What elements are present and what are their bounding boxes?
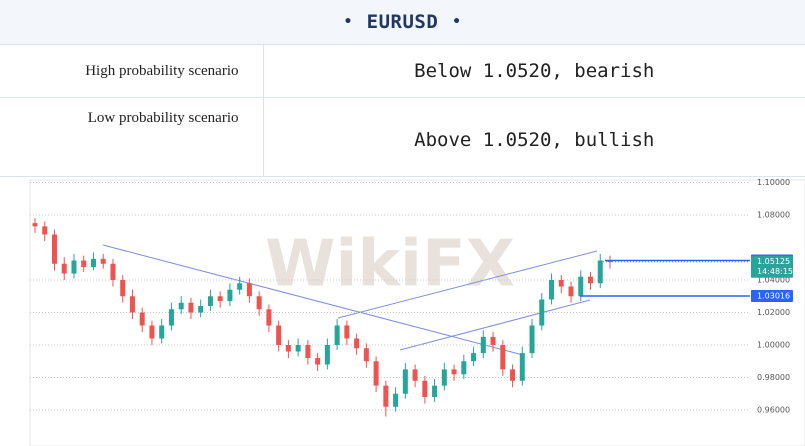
candle-body — [129, 296, 135, 313]
candle-body — [246, 283, 252, 297]
scenario-value: Below 1.0520, bearish — [263, 45, 805, 98]
candle-body — [168, 309, 174, 326]
scenario-label: High probability scenario — [0, 45, 264, 98]
candle-body — [578, 276, 584, 297]
candle-body — [256, 296, 262, 310]
candle-body — [315, 358, 321, 365]
candle-body — [393, 393, 399, 407]
y-tick-label: 1.08000 — [757, 211, 790, 220]
candle-body — [500, 345, 506, 370]
last-price-time: 14:48:15 — [757, 267, 793, 276]
candle-body — [217, 296, 223, 302]
candle-body — [519, 353, 525, 381]
candle-body — [188, 302, 194, 313]
candle-body — [412, 369, 418, 381]
y-tick-label: 0.98000 — [757, 373, 790, 382]
candle-body — [461, 361, 467, 375]
candle-body — [110, 263, 116, 280]
candle-body — [295, 345, 301, 352]
candle-body — [334, 325, 340, 345]
candle-body — [149, 325, 155, 339]
candle-body — [402, 369, 408, 394]
bullet: • — [343, 14, 353, 30]
price-chart: WikiFX 0.96000 0.98000 1.00000 1.02000 1.040… — [29, 178, 805, 446]
y-tick-label: 1.02000 — [757, 308, 790, 317]
header: • EURUSD • — [0, 0, 805, 45]
trend-line — [337, 250, 598, 319]
candle-body — [344, 325, 350, 339]
candle-body — [207, 296, 213, 306]
candle-body — [549, 280, 555, 300]
last-price-label: 1.05125 — [757, 257, 790, 266]
candle-body — [237, 283, 243, 290]
candle-body — [480, 336, 486, 354]
level-label: 1.03016 — [757, 291, 790, 300]
y-tick-label: 0.96000 — [757, 406, 790, 415]
candle-body — [159, 325, 165, 339]
candle-body — [51, 234, 57, 264]
candle-body — [451, 369, 457, 375]
scenario-label: Low probability scenario — [0, 97, 264, 177]
candle-body — [61, 263, 67, 274]
candle-body — [71, 260, 77, 274]
last-price-tag — [751, 255, 793, 278]
candle-body — [100, 258, 106, 264]
bullet: • — [452, 14, 462, 30]
candle-body — [266, 309, 272, 326]
candle-body — [305, 345, 311, 358]
candle-body — [324, 345, 330, 365]
candle-body — [120, 280, 126, 297]
candle-body — [597, 260, 603, 284]
table-row: Low probability scenario Above 1.0520, b… — [0, 97, 805, 177]
candle-body — [178, 302, 184, 310]
candle-body — [81, 260, 87, 267]
candle-body — [227, 289, 233, 302]
watermark: WikiFX — [265, 228, 515, 302]
candle-body — [558, 280, 564, 287]
candle-body — [285, 345, 291, 352]
candle-body — [490, 336, 496, 345]
candle-body — [354, 338, 360, 349]
candle-body — [529, 325, 535, 354]
candle-body — [432, 385, 438, 397]
candle-body — [471, 353, 477, 362]
level-tag — [751, 289, 793, 302]
candle-body — [42, 226, 48, 235]
candle-body — [422, 380, 428, 397]
scenario-value: Above 1.0520, bullish — [263, 97, 805, 177]
header-title: EURUSD — [366, 11, 439, 33]
trend-line — [102, 244, 524, 356]
y-tick-label: 1.04000 — [757, 276, 790, 285]
candle-body — [373, 361, 379, 386]
candle-body — [383, 385, 389, 407]
candle-body — [363, 348, 369, 362]
candle-body — [441, 369, 447, 386]
table-row: High probability scenario Below 1.0520, … — [0, 45, 805, 98]
scenario-table: High probability scenario Below 1.0520, … — [0, 45, 805, 177]
candle-body — [90, 258, 96, 267]
candle-body — [588, 276, 594, 284]
candle-body — [276, 325, 282, 345]
candle-body — [568, 286, 574, 297]
candle-body — [198, 306, 204, 313]
y-tick-label: 1.00000 — [757, 341, 790, 350]
candle-body — [139, 312, 145, 326]
candle-body — [510, 369, 516, 381]
y-tick-label: 1.10000 — [757, 178, 790, 187]
candle-body — [539, 299, 545, 326]
candle-body — [32, 223, 38, 227]
trend-line — [399, 299, 591, 351]
